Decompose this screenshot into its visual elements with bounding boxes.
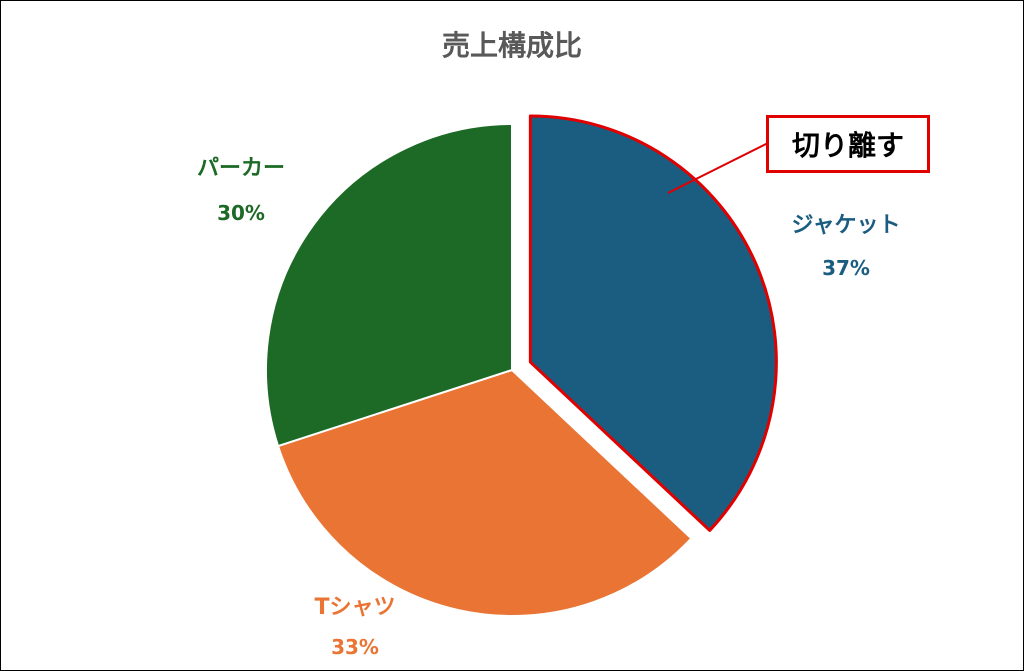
slice-category-label: パーカー — [197, 156, 285, 181]
callout-pointer-line — [667, 142, 769, 194]
slice-category-label: Tシャツ — [314, 595, 395, 620]
chart-title: 売上構成比 — [441, 29, 582, 62]
callout-annotation-box: 切り離す — [766, 115, 930, 173]
slice-value-label: 33% — [331, 635, 379, 659]
pie-slices — [265, 114, 778, 617]
slice-value-label: 37% — [822, 256, 870, 280]
slice-value-label: 30% — [217, 201, 265, 225]
pie-slice-2 — [277, 369, 693, 617]
pie-labels: ジャケット 37% Tシャツ 33% パーカー 30% — [197, 156, 900, 659]
pie-slice-3 — [265, 123, 513, 448]
pie-slice-1 — [528, 114, 778, 532]
slice-category-label: ジャケット — [792, 213, 901, 238]
